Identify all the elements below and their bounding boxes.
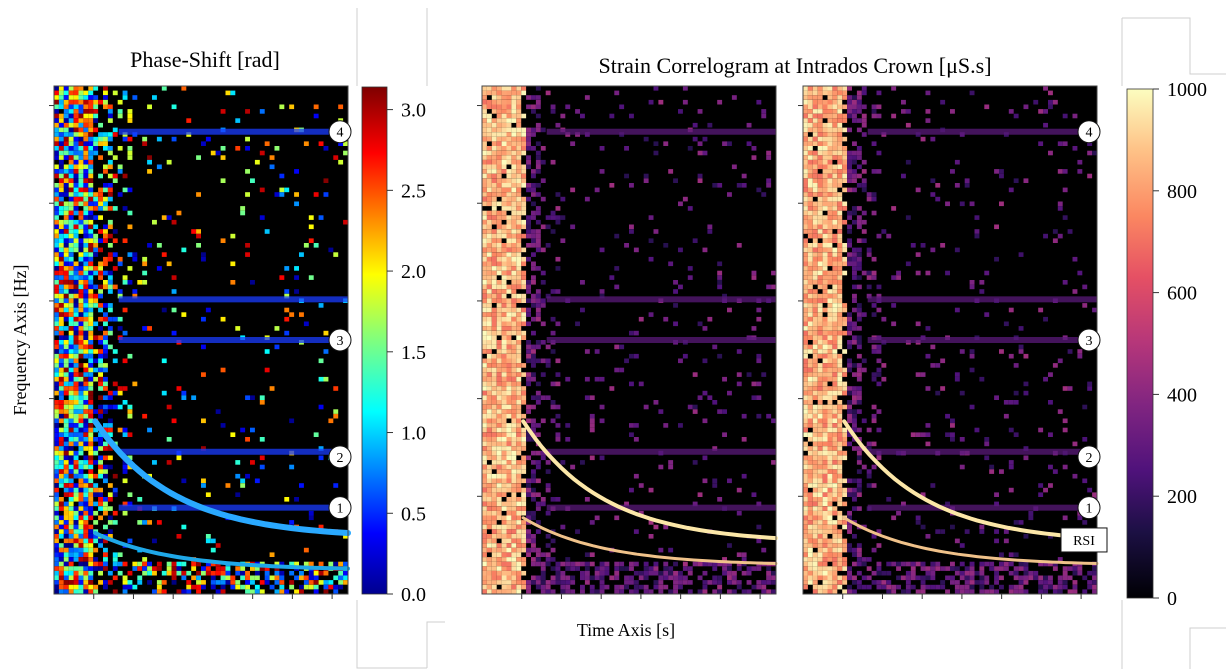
colorbar-tick-label: 600: [1167, 283, 1197, 305]
correlogram-left-panel: [477, 85, 778, 599]
correlogram-right-panel: 4 3 2 1 RSI: [798, 85, 1108, 599]
mode-marker-label: 4: [337, 126, 344, 141]
strain-colorbar: 0 200 400 600 800 1000: [1126, 79, 1207, 610]
mode-marker-2: 2: [1077, 445, 1101, 469]
mode-marker-1: 1: [1077, 496, 1101, 520]
mode-marker-2: 2: [328, 445, 352, 469]
mode-marker-label: 2: [1086, 451, 1093, 466]
colorbar-tick-label: 1.5: [401, 342, 426, 364]
rsi-callout: RSI: [1060, 527, 1108, 553]
colorbar-tick-label: 200: [1167, 486, 1197, 508]
mode-marker-label: 1: [1086, 502, 1093, 517]
colorbar-tick-label: 0.5: [401, 503, 426, 525]
colorbar-tick-label: 3.0: [401, 100, 426, 122]
colorbar-tick-label: 1.0: [401, 423, 426, 445]
phase-title: Phase-Shift [rad]: [130, 47, 280, 72]
x-axis-label: Time Axis [s]: [577, 620, 675, 640]
colorbar-tick-label: 1000: [1167, 79, 1207, 101]
colorbar-tick-label: 400: [1167, 384, 1197, 406]
colorbar-tick-label: 0: [1167, 588, 1177, 610]
mode-marker-label: 4: [1086, 126, 1093, 141]
colorbar-tick-label: 2.0: [401, 261, 426, 283]
phase-colorbar: 0.0 0.5 1.0 1.5 2.0 2.5 3.0: [361, 86, 426, 606]
rsi-callout-label: RSI: [1073, 534, 1095, 549]
mode-marker-label: 1: [337, 502, 344, 517]
mode-marker-label: 2: [337, 451, 344, 466]
mode-marker-1: 1: [328, 496, 352, 520]
y-axis-label: Frequency Axis [Hz]: [10, 265, 30, 416]
mode-marker-label: 3: [337, 334, 344, 349]
colorbar-tick-label: 800: [1167, 181, 1197, 203]
correlogram-title: Strain Correlogram at Intrados Crown [μS…: [598, 53, 991, 78]
mode-marker-3: 3: [1077, 328, 1101, 352]
phase-heatmap-panel: 4 3 2 1: [49, 85, 352, 599]
colorbar-tick-label: 0.0: [401, 584, 426, 606]
colorbar-tick-label: 2.5: [401, 180, 426, 202]
mode-marker-4: 4: [328, 120, 352, 144]
frame-decoration: [356, 8, 1226, 669]
heatmap-texture: [482, 86, 776, 594]
mode-marker-4: 4: [1077, 120, 1101, 144]
heatmap-texture: [54, 86, 348, 594]
mode-marker-3: 3: [328, 328, 352, 352]
mode-marker-label: 3: [1086, 334, 1093, 349]
